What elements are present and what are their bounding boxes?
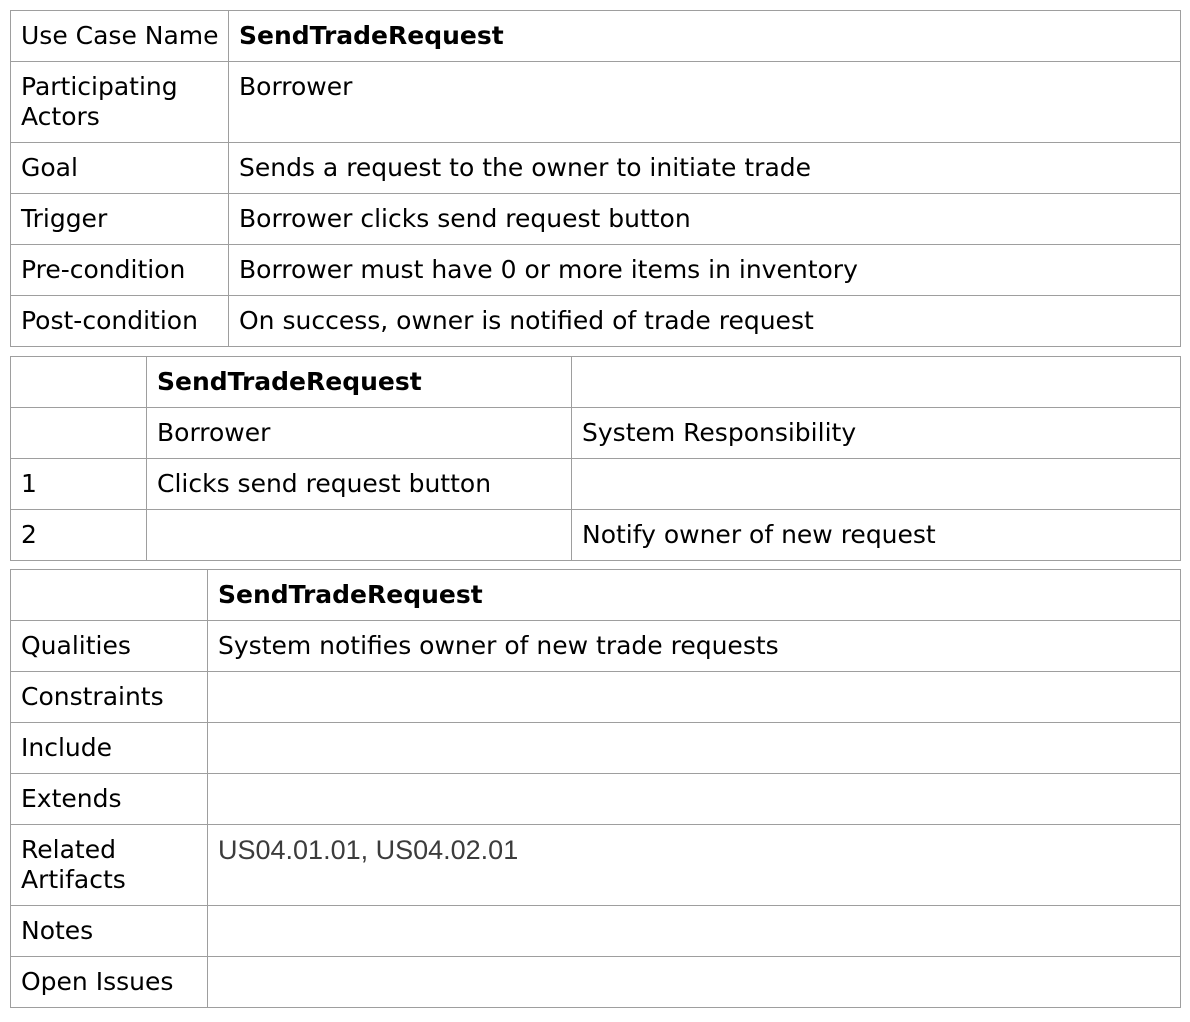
use-case-table: Use Case Name SendTradeRequest Participa… xyxy=(10,10,1181,347)
table-row: Trigger Borrower clicks send request but… xyxy=(10,193,1181,245)
notes-value xyxy=(207,905,1181,957)
row-label: Include xyxy=(10,722,208,774)
use-case-name-value: SendTradeRequest xyxy=(228,10,1181,62)
table-row: Open Issues xyxy=(10,956,1181,1008)
actor-step xyxy=(146,509,572,561)
include-value xyxy=(207,722,1181,774)
constraints-value xyxy=(207,671,1181,723)
table-row: SendTradeRequest xyxy=(10,569,1181,621)
row-label: Participating Actors xyxy=(10,61,229,143)
actor-step: Clicks send request button xyxy=(146,458,572,510)
row-label: Related Artifacts xyxy=(10,824,208,906)
table-row: Post-condition On success, owner is noti… xyxy=(10,295,1181,347)
related-artifacts-value: US04.01.01, US04.02.01 xyxy=(207,824,1181,906)
table-row: Constraints xyxy=(10,671,1181,723)
table-row: Pre-condition Borrower must have 0 or mo… xyxy=(10,244,1181,296)
table-row: Use Case Name SendTradeRequest xyxy=(10,10,1181,62)
row-label: Extends xyxy=(10,773,208,825)
table-row: Borrower System Responsibility xyxy=(10,407,1181,459)
row-label: Open Issues xyxy=(10,956,208,1008)
flow-title: SendTradeRequest xyxy=(146,356,572,408)
table-row: Notes xyxy=(10,905,1181,957)
empty-cell xyxy=(10,356,147,408)
row-label: Goal xyxy=(10,142,229,194)
table-row: Include xyxy=(10,722,1181,774)
system-step: Notify owner of new request xyxy=(571,509,1181,561)
table-row: Qualities System notifies owner of new t… xyxy=(10,620,1181,672)
table-row: Participating Actors Borrower xyxy=(10,61,1181,143)
step-number: 2 xyxy=(10,509,147,561)
qualities-value: System notifies owner of new trade reque… xyxy=(207,620,1181,672)
open-issues-value xyxy=(207,956,1181,1008)
row-label: Trigger xyxy=(10,193,229,245)
extends-value xyxy=(207,773,1181,825)
trigger-value: Borrower clicks send request button xyxy=(228,193,1181,245)
row-label: Notes xyxy=(10,905,208,957)
actor-header: Borrower xyxy=(146,407,572,459)
empty-cell xyxy=(10,569,208,621)
table-row: Related Artifacts US04.01.01, US04.02.01 xyxy=(10,824,1181,906)
table-row: Goal Sends a request to the owner to ini… xyxy=(10,142,1181,194)
participating-actors-value: Borrower xyxy=(228,61,1181,143)
table-row: 1 Clicks send request button xyxy=(10,458,1181,510)
table-row: Extends xyxy=(10,773,1181,825)
row-label: Post-condition xyxy=(10,295,229,347)
row-label: Use Case Name xyxy=(10,10,229,62)
goal-value: Sends a request to the owner to initiate… xyxy=(228,142,1181,194)
post-condition-value: On success, owner is notified of trade r… xyxy=(228,295,1181,347)
use-case-details-table: SendTradeRequest Qualities System notifi… xyxy=(10,569,1181,1008)
system-step xyxy=(571,458,1181,510)
empty-cell xyxy=(571,356,1181,408)
pre-condition-value: Borrower must have 0 or more items in in… xyxy=(228,244,1181,296)
table-row: SendTradeRequest xyxy=(10,356,1181,408)
details-title: SendTradeRequest xyxy=(207,569,1181,621)
table-row: 2 Notify owner of new request xyxy=(10,509,1181,561)
empty-cell xyxy=(10,407,147,459)
flow-of-events-table: SendTradeRequest Borrower System Respons… xyxy=(10,356,1181,561)
system-header: System Responsibility xyxy=(571,407,1181,459)
step-number: 1 xyxy=(10,458,147,510)
row-label: Pre-condition xyxy=(10,244,229,296)
row-label: Qualities xyxy=(10,620,208,672)
row-label: Constraints xyxy=(10,671,208,723)
